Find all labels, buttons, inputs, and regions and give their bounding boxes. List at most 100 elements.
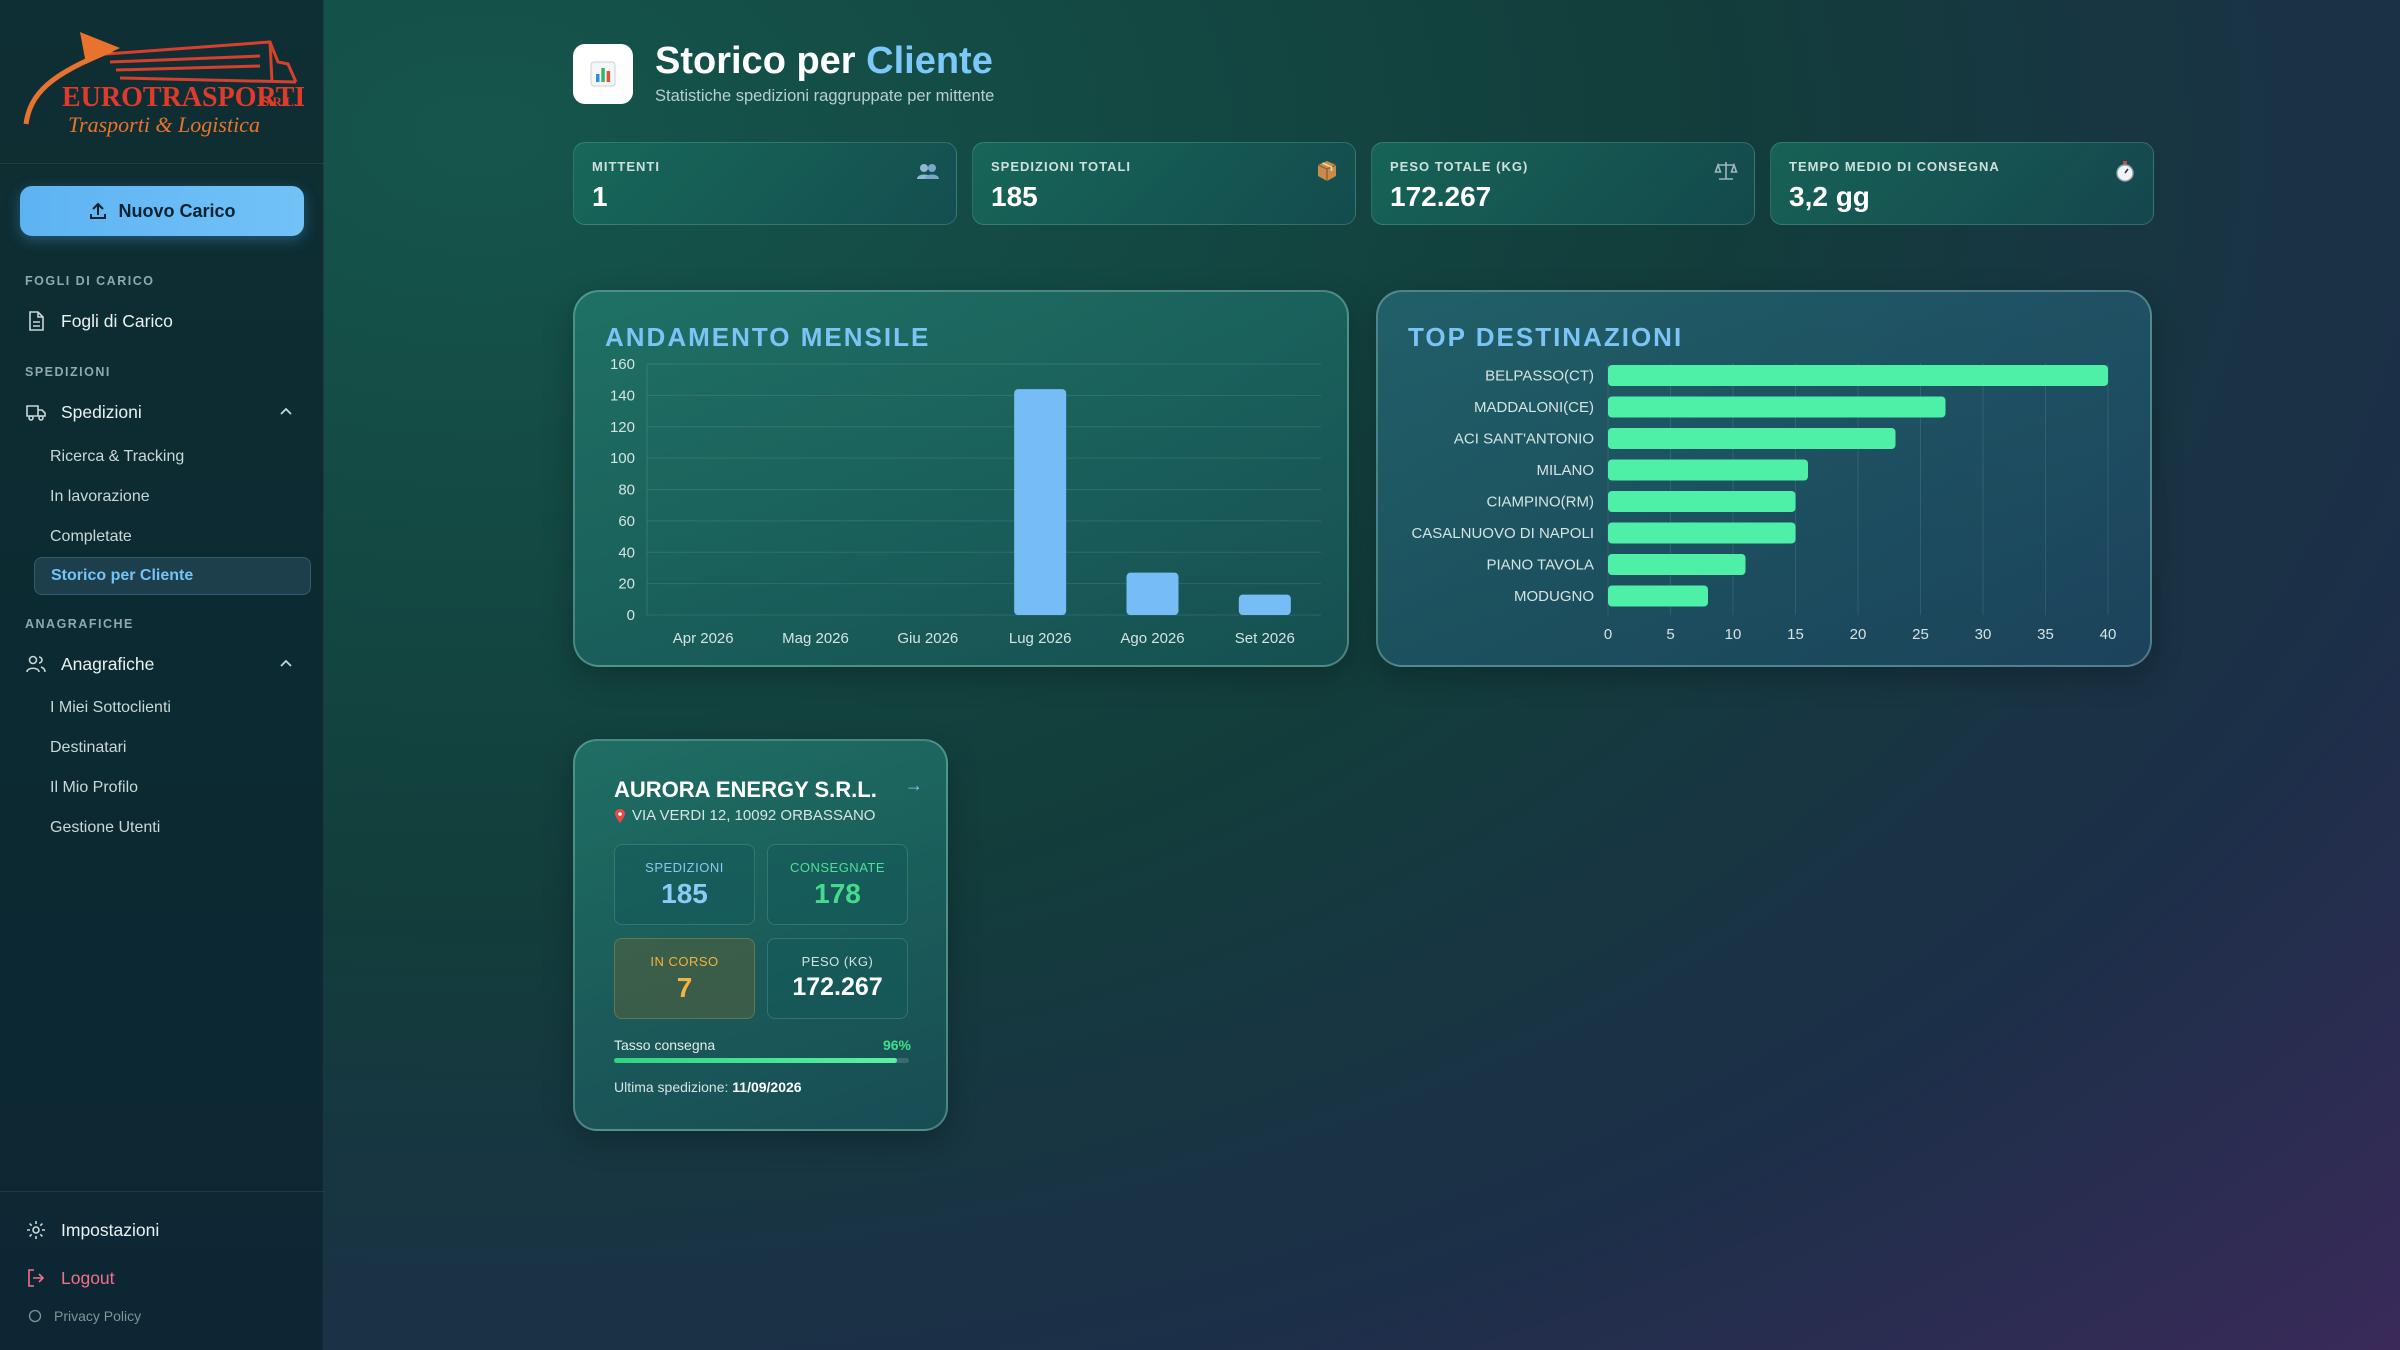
y-tick-label: 160: [610, 356, 635, 373]
y-tick-label: 0: [627, 607, 635, 624]
bar: [1608, 365, 2108, 386]
y-tick-label: 100: [610, 450, 635, 467]
bar: [1608, 491, 1796, 512]
brand-tagline: Trasporti & Logistica: [68, 112, 260, 137]
sub-storico-per-cliente[interactable]: Storico per Cliente: [34, 557, 311, 595]
x-tick-label: Giu 2026: [897, 630, 958, 647]
y-tick-label: BELPASSO(CT): [1485, 368, 1594, 385]
mini-value: 185: [661, 878, 708, 909]
logout-icon: [28, 1269, 45, 1287]
gear-icon: [27, 1221, 45, 1239]
new-load-button[interactable]: Nuovo Carico: [20, 186, 304, 236]
mini-label: IN CORSO: [650, 954, 719, 969]
nav-fogli-di-carico[interactable]: Fogli di Carico: [25, 306, 173, 336]
delivery-rate-label: Tasso consegna: [614, 1037, 716, 1053]
scale-icon: [1714, 162, 1738, 180]
chevron-up-icon[interactable]: [278, 656, 294, 672]
nav-spedizioni[interactable]: Spedizioni: [25, 397, 142, 427]
top-destinations-title: TOP DESTINAZIONI: [1408, 322, 1684, 352]
stat-value: 172.267: [1390, 181, 1492, 212]
stat-label: PESO TOTALE (KG): [1390, 159, 1529, 174]
page-title-accent: Cliente: [866, 40, 993, 82]
monthly-chart-title: ANDAMENTO MENSILE: [605, 322, 931, 352]
delivery-rate-percent: 96%: [882, 1037, 911, 1053]
document-icon: [29, 311, 44, 331]
chevron-up-icon[interactable]: [278, 404, 294, 420]
y-tick-label: 20: [618, 576, 635, 593]
section-label-anagrafiche: ANAGRAFICHE: [25, 617, 134, 631]
company-logo[interactable]: EUROTRASPORTI S.R.L. Trasporti & Logisti…: [20, 24, 304, 144]
stat-value: 185: [991, 181, 1038, 212]
mini-peso: PESO (KG) 172.267: [767, 938, 908, 1019]
x-tick-label: Set 2026: [1235, 630, 1295, 647]
bottom-divider: [0, 1191, 324, 1192]
x-tick-label: 35: [2037, 626, 2054, 643]
bar: [1238, 594, 1291, 615]
sub-in-lavorazione[interactable]: In lavorazione: [50, 488, 150, 505]
sub-ricerca-tracking[interactable]: Ricerca & Tracking: [50, 448, 185, 465]
x-tick-label: Mag 2026: [782, 630, 849, 647]
y-tick-label: CASALNUOVO DI NAPOLI: [1411, 525, 1594, 542]
section-label-spedizioni: SPEDIZIONI: [25, 365, 111, 379]
bar-chart-icon: [590, 61, 616, 87]
page-subtitle: Statistiche spedizioni raggruppate per m…: [655, 87, 995, 105]
brand-name: EUROTRASPORTI: [62, 82, 304, 113]
privacy-label: Privacy Policy: [54, 1308, 142, 1324]
nav-impostazioni-label: Impostazioni: [61, 1219, 160, 1240]
x-tick-label: 25: [1912, 626, 1929, 643]
sub-completate[interactable]: Completate: [50, 528, 132, 545]
bar: [1608, 522, 1796, 544]
mini-in-corso: IN CORSO 7: [614, 938, 755, 1019]
nav-logout[interactable]: Logout: [25, 1263, 115, 1293]
package-icon: [1317, 161, 1337, 181]
y-tick-label: 120: [610, 419, 635, 436]
nav-anagrafiche-label: Anagrafiche: [61, 653, 155, 674]
nav-anagrafiche[interactable]: Anagrafiche: [25, 649, 154, 679]
privacy-policy-link[interactable]: Privacy Policy: [28, 1308, 141, 1324]
mini-label: PESO (KG): [801, 954, 874, 969]
client-address-text: VIA VERDI 12, 10092 ORBASSANO: [632, 807, 876, 824]
mini-value: 7: [676, 972, 693, 1003]
x-tick-label: 10: [1725, 626, 1742, 643]
mini-label: CONSEGNATE: [789, 860, 886, 875]
pin-icon: [615, 808, 625, 823]
bar: [1014, 389, 1067, 615]
sub-miei-sottoclienti[interactable]: I Miei Sottoclienti: [50, 699, 171, 716]
logo-divider: [0, 163, 324, 164]
sub-mio-profilo[interactable]: Il Mio Profilo: [50, 779, 139, 796]
users-icon: [26, 655, 46, 673]
truck-icon: [26, 405, 46, 421]
x-tick-label: Lug 2026: [1009, 630, 1072, 647]
bar: [1126, 572, 1179, 615]
bar: [1608, 585, 1708, 607]
x-tick-label: 15: [1787, 626, 1804, 643]
client-address: VIA VERDI 12, 10092 ORBASSANO: [614, 807, 875, 824]
sidebar: EUROTRASPORTI S.R.L. Trasporti & Logisti…: [0, 0, 324, 1350]
x-tick-label: Ago 2026: [1120, 630, 1184, 647]
client-card[interactable]: AURORA ENERGY S.R.L. → VIA VERDI 12, 100…: [573, 739, 948, 1131]
mini-label: SPEDIZIONI: [645, 860, 724, 875]
mini-value: 178: [814, 878, 861, 909]
nav-impostazioni[interactable]: Impostazioni: [25, 1215, 159, 1245]
y-tick-label: MILANO: [1536, 462, 1594, 479]
brand-suffix: S.R.L.: [262, 94, 297, 109]
stat-label: TEMPO MEDIO DI CONSEGNA: [1789, 159, 2000, 174]
y-tick-label: MADDALONI(CE): [1474, 399, 1594, 416]
sub-destinatari[interactable]: Destinatari: [50, 739, 127, 756]
nav-logout-label: Logout: [61, 1267, 115, 1288]
page-title-main: Storico per: [655, 40, 867, 82]
stat-value: 1: [592, 181, 608, 212]
new-load-label: Nuovo Carico: [118, 200, 236, 221]
stat-card-tempo: TEMPO MEDIO DI CONSEGNA 3,2 gg: [1770, 142, 2154, 225]
arrow-right-icon[interactable]: →: [905, 775, 923, 795]
nav-fogli-label: Fogli di Carico: [61, 310, 173, 331]
stat-label: SPEDIZIONI TOTALI: [991, 159, 1132, 174]
sub-gestione-utenti[interactable]: Gestione Utenti: [50, 819, 161, 836]
bar: [1608, 396, 1946, 418]
stat-card-spedizioni: SPEDIZIONI TOTALI 185: [972, 142, 1356, 225]
x-tick-label: 0: [1604, 626, 1612, 643]
page-title: Storico per Cliente: [655, 40, 993, 83]
monthly-chart-panel: ANDAMENTO MENSILE 0 20 40 60 80 100 120 140 160 A…: [573, 290, 1349, 667]
people-icon: [917, 164, 939, 179]
bar: [1608, 459, 1808, 481]
